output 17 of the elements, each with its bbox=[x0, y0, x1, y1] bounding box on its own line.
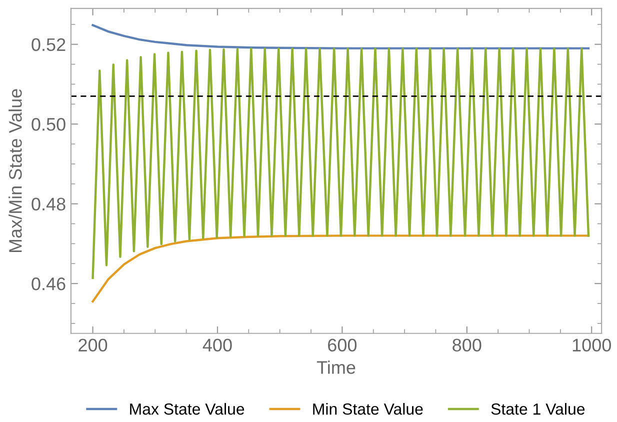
y-tick-label: 0.52 bbox=[32, 38, 66, 52]
y-tick-label: 0.50 bbox=[32, 118, 66, 131]
x-tick-label: 400 bbox=[202, 338, 232, 352]
line-series bbox=[92, 48, 590, 280]
legend-label: Min State Value bbox=[313, 402, 423, 415]
x-axis-title: Time bbox=[316, 360, 356, 374]
line-series bbox=[92, 234, 590, 303]
x-tick-label: 200 bbox=[78, 338, 108, 352]
legend-label: Max State Value bbox=[130, 402, 244, 415]
legend-label: State 1 Value bbox=[491, 402, 585, 415]
y-tick-label: 0.48 bbox=[32, 198, 66, 211]
x-tick-label: 600 bbox=[328, 338, 357, 352]
line-series bbox=[92, 24, 590, 50]
x-tick-label: 1000 bbox=[572, 338, 611, 352]
y-axis-title: Max/Min State Value bbox=[8, 89, 22, 252]
y-tick-label: 0.46 bbox=[32, 277, 66, 290]
x-tick-label: 800 bbox=[452, 338, 482, 352]
